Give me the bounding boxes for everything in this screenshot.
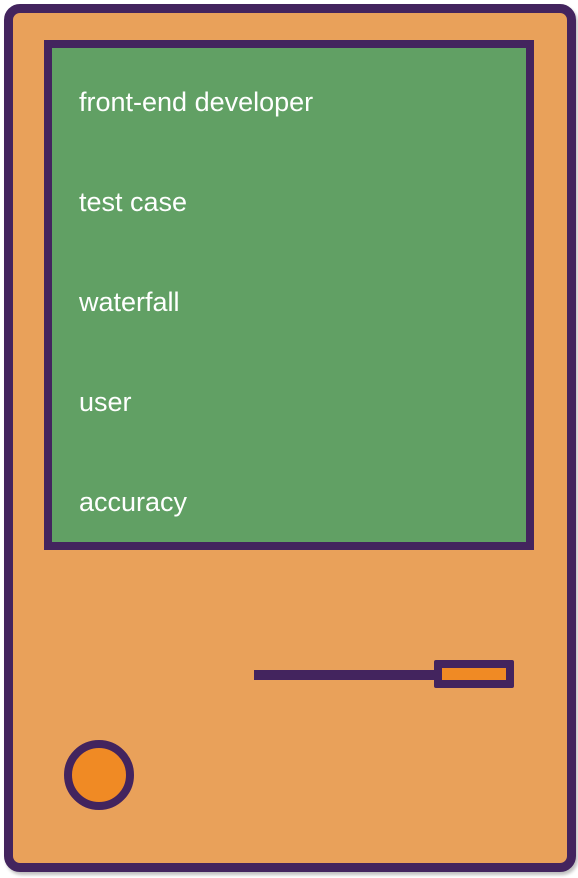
screen-panel: front-end developer test case waterfall …	[44, 40, 534, 550]
screen-item-test-case: test case	[79, 187, 188, 217]
screen-item-front-end-developer: front-end developer	[79, 87, 314, 117]
screen-item-waterfall: waterfall	[79, 287, 180, 317]
screen-item-user: user	[79, 387, 132, 417]
screen-item-accuracy: accuracy	[79, 487, 188, 517]
power-button[interactable]	[64, 740, 134, 810]
disk-slot-tray[interactable]	[434, 660, 514, 688]
disk-slot-line	[254, 670, 438, 680]
